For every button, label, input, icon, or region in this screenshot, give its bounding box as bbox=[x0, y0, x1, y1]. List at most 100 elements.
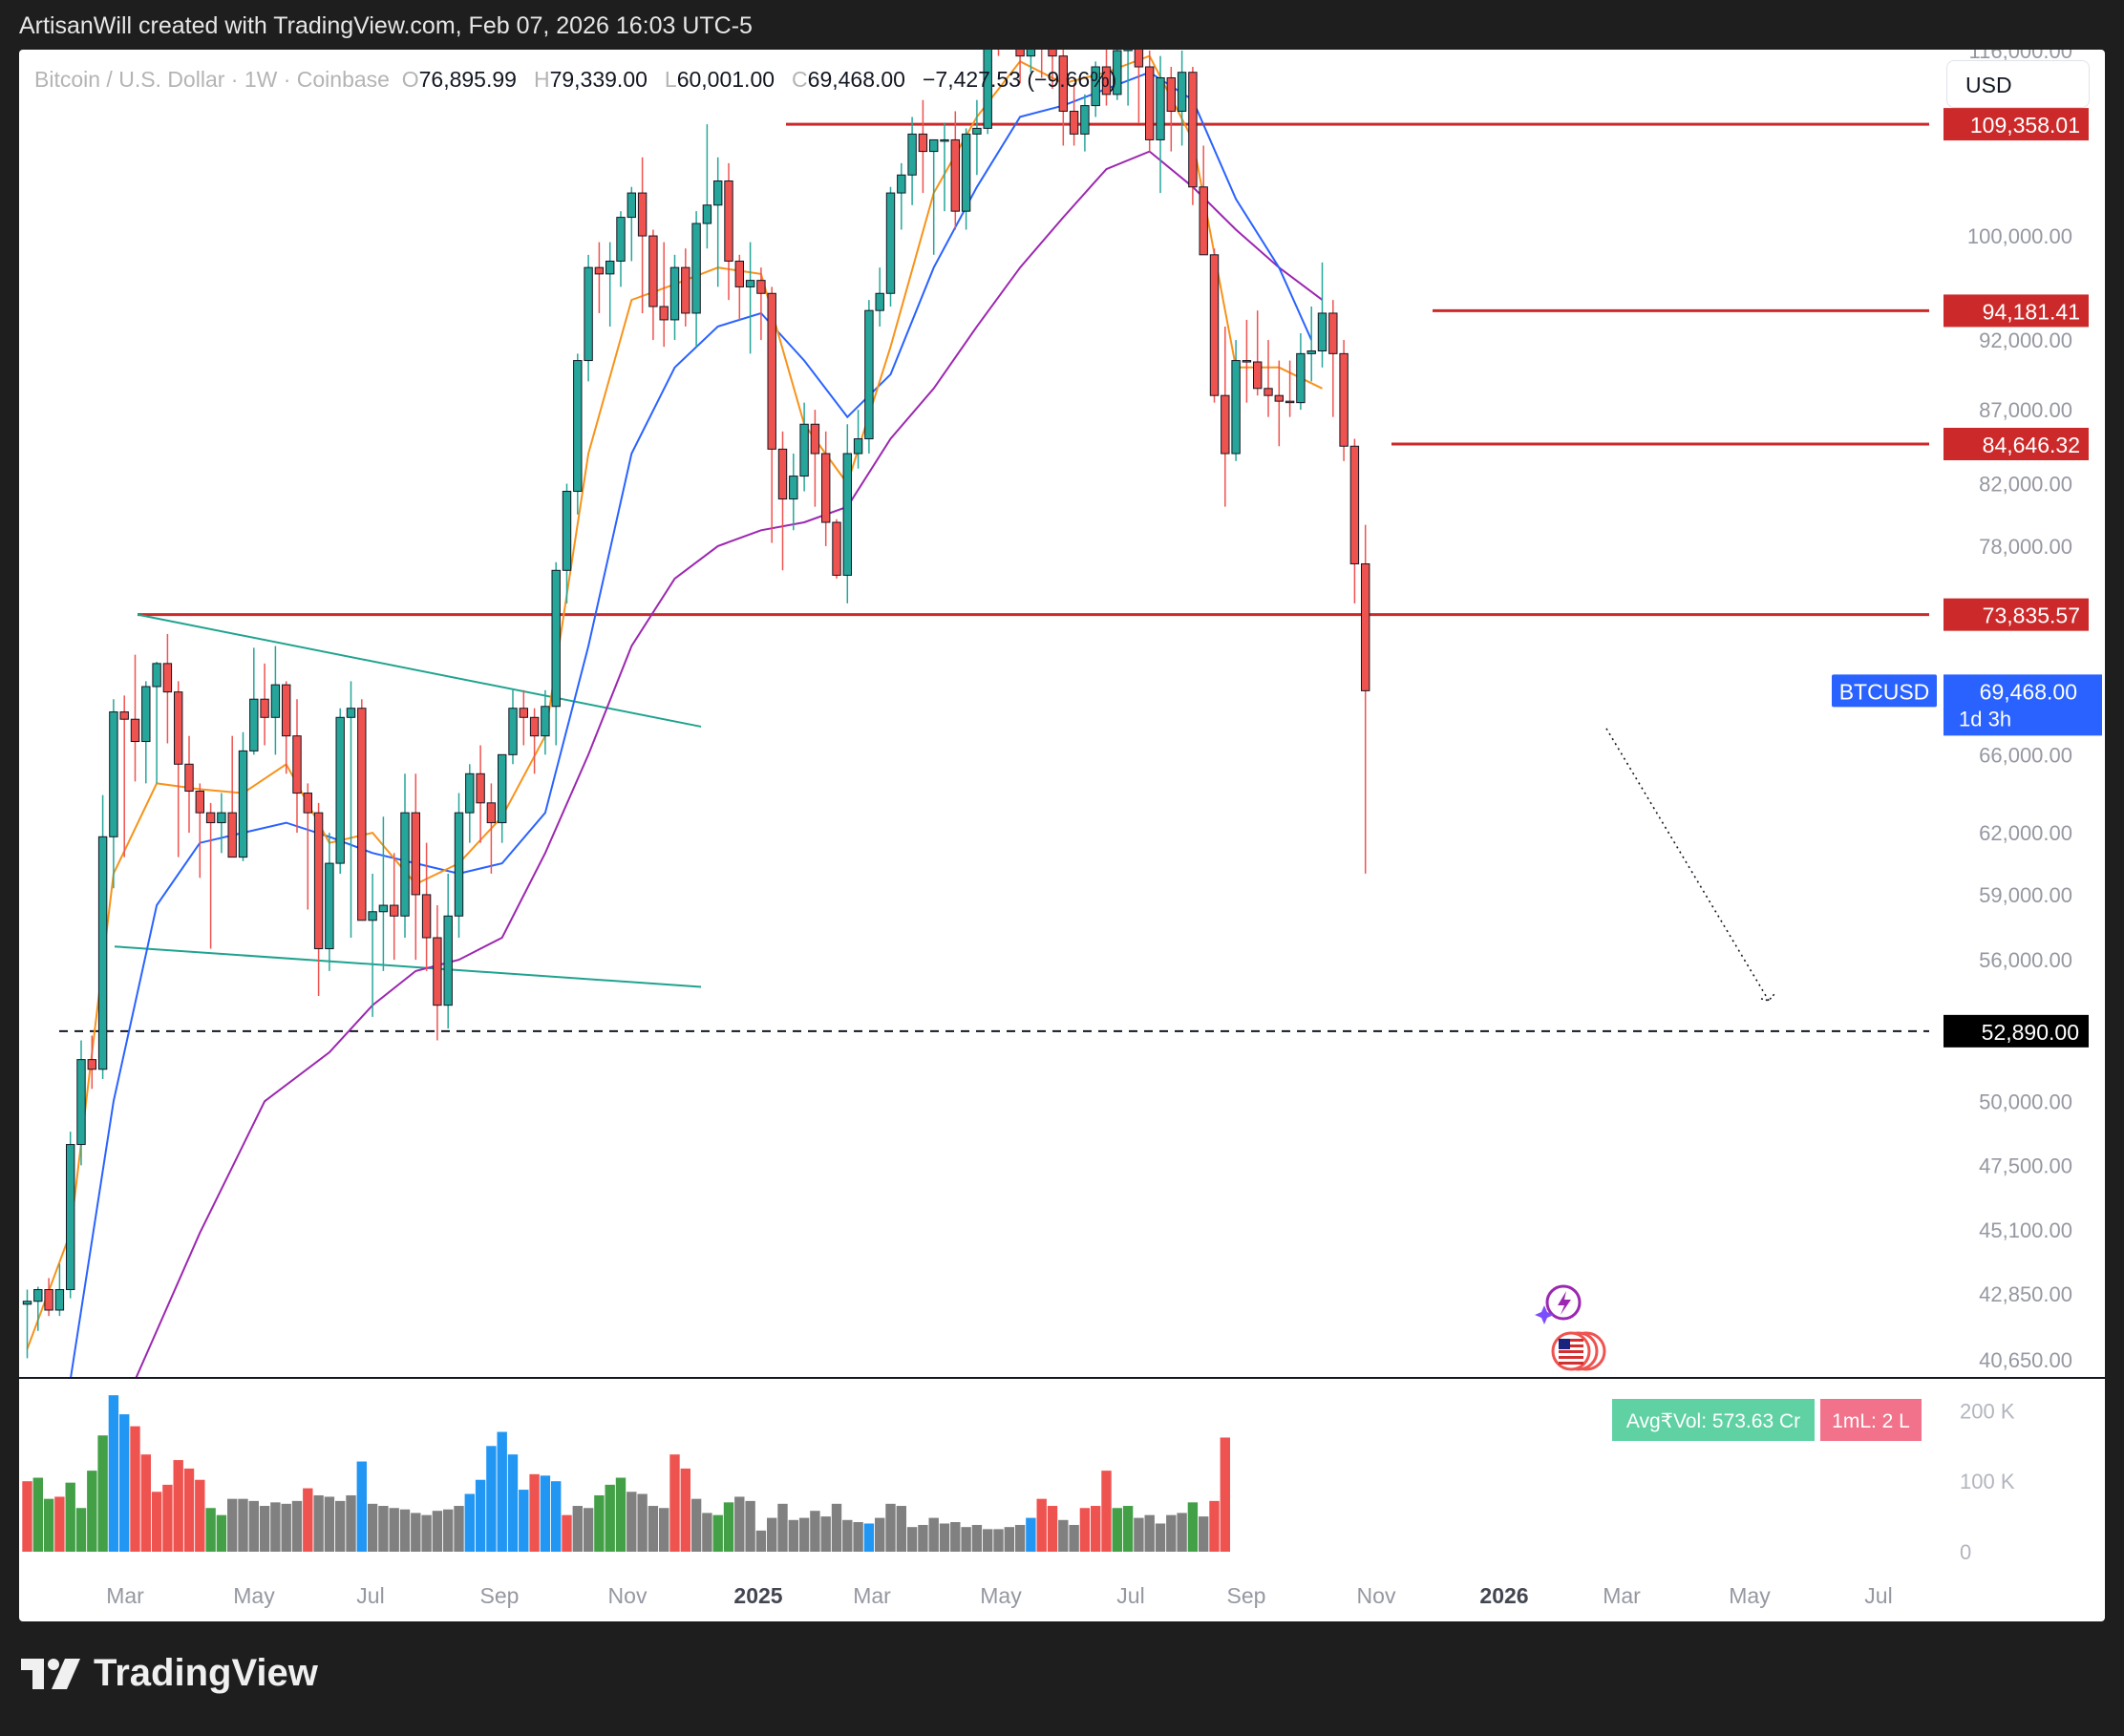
candle bbox=[864, 300, 874, 455]
candle-body bbox=[1145, 66, 1155, 140]
y-axis-tick-label: 47,500.00 bbox=[1979, 1154, 2072, 1177]
volume-bar bbox=[162, 1484, 173, 1552]
x-axis-tick-label: Jul bbox=[1116, 1583, 1144, 1608]
candle bbox=[1134, 50, 1144, 123]
candle-body bbox=[1058, 55, 1068, 113]
ohlc-legend: Bitcoin / U.S. Dollar · 1W · Coinbase O7… bbox=[34, 67, 1116, 93]
volume-bar bbox=[669, 1454, 680, 1552]
candle bbox=[1091, 61, 1100, 117]
candle-body bbox=[465, 773, 475, 814]
candle-body bbox=[789, 476, 798, 500]
candle-body bbox=[130, 718, 140, 743]
candle-body bbox=[853, 438, 863, 455]
candle-body bbox=[627, 192, 636, 219]
candle-body bbox=[1015, 50, 1025, 57]
low-value: 60,001.00 bbox=[676, 67, 775, 92]
candle bbox=[44, 1278, 53, 1317]
candle-body bbox=[637, 192, 648, 237]
chart-svg[interactable]: 116,000.00 100,000.00 92,000.00 87,000.00 82… bbox=[19, 50, 2105, 1621]
candle bbox=[734, 254, 744, 320]
candle-body bbox=[486, 802, 497, 824]
candle-body bbox=[918, 133, 928, 153]
volume-bar bbox=[659, 1508, 669, 1552]
volume-bar bbox=[519, 1490, 529, 1552]
candle bbox=[270, 646, 281, 755]
candle-body bbox=[66, 1144, 75, 1291]
candle-body bbox=[109, 711, 118, 837]
volume-bar bbox=[227, 1498, 238, 1552]
currency-button[interactable]: USD bbox=[1946, 60, 2090, 108]
volume-bar bbox=[130, 1426, 140, 1552]
y-axis-tick-label: 66,000.00 bbox=[1979, 743, 2072, 767]
candle-body bbox=[1274, 394, 1284, 402]
level-badge-label: 94,181.41 bbox=[1983, 299, 2080, 324]
volume-bar bbox=[259, 1506, 270, 1552]
level-badge bbox=[1943, 294, 2089, 328]
volume-bar bbox=[788, 1519, 798, 1552]
volume-bar bbox=[529, 1473, 540, 1552]
volume-bar bbox=[65, 1482, 75, 1552]
volume-bar bbox=[1014, 1524, 1026, 1552]
volume-bar bbox=[507, 1454, 519, 1552]
volume-bar bbox=[961, 1527, 971, 1552]
candle bbox=[227, 735, 237, 858]
volume-bar bbox=[313, 1494, 324, 1552]
volume-bar bbox=[87, 1471, 97, 1552]
candle-body bbox=[562, 491, 572, 571]
candle bbox=[669, 254, 680, 341]
candle bbox=[1026, 50, 1036, 73]
volume-bar bbox=[486, 1446, 497, 1552]
candle bbox=[1156, 55, 1165, 194]
candle bbox=[33, 1286, 43, 1331]
volume-bar bbox=[540, 1475, 551, 1552]
candle bbox=[76, 1040, 86, 1166]
candle bbox=[1123, 50, 1133, 106]
flag-stripe bbox=[1559, 1339, 1583, 1342]
candle-body bbox=[1156, 76, 1165, 140]
candle-body bbox=[368, 911, 377, 921]
candle bbox=[1048, 50, 1057, 90]
y-axis-tick-label: 62,000.00 bbox=[1979, 821, 2072, 845]
candle-body bbox=[1296, 352, 1306, 404]
last-price-badge bbox=[1943, 674, 2102, 736]
volume-bar bbox=[1058, 1519, 1069, 1552]
candle bbox=[346, 681, 356, 939]
candle bbox=[1285, 360, 1295, 417]
x-axis-tick-label: May bbox=[980, 1583, 1022, 1608]
candle bbox=[1101, 50, 1112, 106]
candle-body bbox=[162, 663, 173, 693]
candle bbox=[1349, 438, 1360, 603]
candle bbox=[756, 267, 766, 341]
candle-body bbox=[832, 521, 841, 576]
volume-bar bbox=[1047, 1506, 1058, 1552]
candle bbox=[152, 662, 161, 784]
y-axis-tick-label: 59,000.00 bbox=[1979, 883, 2072, 907]
candle-body bbox=[1349, 445, 1360, 564]
candle bbox=[465, 764, 475, 843]
volume-bar bbox=[627, 1492, 637, 1552]
candle-body bbox=[1361, 562, 1370, 691]
candle bbox=[282, 681, 291, 774]
candle-body bbox=[282, 684, 291, 737]
candle-body bbox=[443, 915, 453, 1006]
candle bbox=[691, 211, 701, 348]
close-value: 69,468.00 bbox=[807, 67, 905, 92]
sparkle-icon bbox=[1535, 1305, 1554, 1324]
volume-bar bbox=[723, 1502, 734, 1552]
x-axis-tick-label: Mar bbox=[106, 1583, 144, 1608]
candle bbox=[260, 663, 269, 746]
chart-frame[interactable]: 116,000.00 100,000.00 92,000.00 87,000.00 82… bbox=[19, 50, 2105, 1621]
candle bbox=[238, 731, 248, 861]
candle bbox=[551, 561, 561, 746]
candle-body bbox=[691, 222, 701, 314]
candle-body bbox=[1306, 349, 1316, 354]
volume-bar bbox=[356, 1461, 367, 1552]
candle bbox=[605, 242, 615, 327]
candle-body bbox=[713, 180, 723, 206]
volume-axis-label: 0 bbox=[1960, 1540, 1971, 1564]
candle-body bbox=[605, 260, 615, 275]
candle bbox=[789, 454, 798, 531]
volume-bar bbox=[32, 1477, 43, 1552]
candle bbox=[421, 842, 432, 971]
candle-body bbox=[303, 793, 313, 814]
